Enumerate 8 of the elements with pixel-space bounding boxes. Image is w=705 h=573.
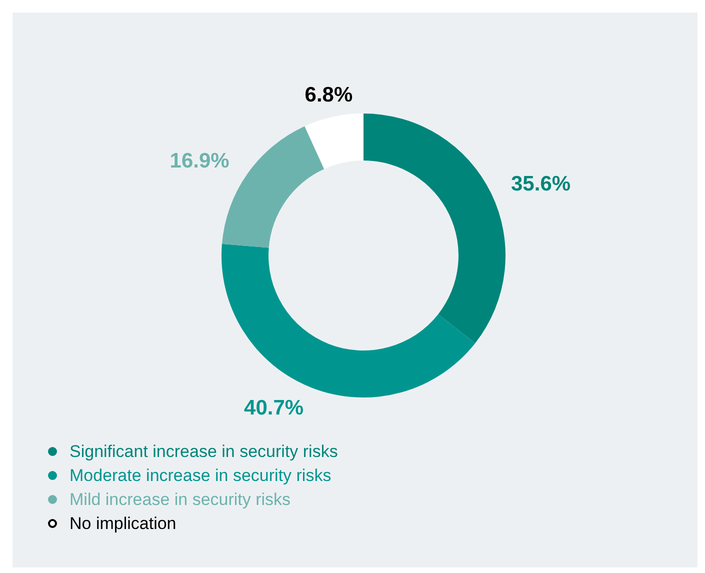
legend-label: Significant increase in security risks [70,442,338,461]
data-label: 6.8% [304,84,353,107]
data-label: 40.7% [244,396,304,420]
legend-label: Moderate increase in security risks [70,466,332,485]
data-label: 35.6% [511,172,571,196]
data-label: 16.9% [170,150,230,173]
legend-label: Mild increase in security risks [70,490,291,509]
legend-label: No implication [70,514,176,533]
